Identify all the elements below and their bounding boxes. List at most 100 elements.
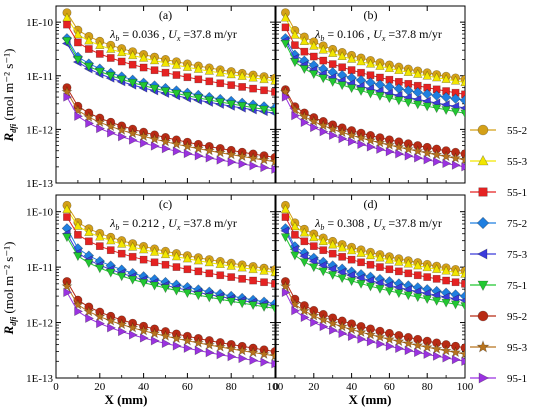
data-point-75-2 [459, 290, 465, 302]
data-point-95-1 [96, 123, 106, 134]
data-point-95-3 [279, 85, 292, 97]
legend-marker-55-3 [477, 154, 489, 166]
data-point-95-3 [159, 135, 172, 147]
data-point-75-3 [384, 280, 394, 291]
data-point-95-1 [423, 155, 433, 165]
data-point-55-1 [216, 271, 225, 280]
panel-label: (b) [364, 8, 378, 22]
data-point-95-1 [238, 159, 248, 169]
data-point-95-1 [376, 339, 386, 349]
data-point-95-3 [247, 346, 259, 358]
data-point-95-3 [421, 341, 433, 353]
data-point-95-3 [269, 155, 275, 167]
x-tick-label: 20 [94, 381, 106, 393]
data-point-75-3 [374, 278, 384, 288]
y-tick-label: 1E-12 [26, 318, 53, 330]
data-point-75-1 [375, 284, 385, 294]
data-point-95-3 [203, 339, 215, 350]
data-point-95-1 [366, 336, 376, 347]
data-point-95-3 [327, 123, 339, 134]
data-point-55-1 [205, 77, 214, 86]
y-tick-label: 1E-10 [26, 17, 53, 29]
data-point-75-1 [280, 233, 291, 243]
data-point-95-3 [431, 148, 443, 160]
data-point-75-1 [346, 277, 357, 287]
series-layer [279, 8, 465, 172]
data-point-95-1 [216, 349, 226, 360]
data-point-95-1 [227, 157, 237, 167]
data-point-55-1 [309, 52, 318, 61]
data-point-55-3 [149, 246, 160, 256]
data-point-55-1 [106, 54, 115, 62]
data-point-95-3 [247, 152, 259, 164]
data-point-55-3 [248, 72, 258, 82]
data-point-95-3 [137, 130, 150, 142]
data-point-95-1 [183, 343, 193, 353]
data-point-75-1 [299, 65, 310, 75]
y-tick-label: 1E-11 [27, 71, 53, 83]
data-point-75-1 [346, 84, 357, 94]
data-point-75-1 [106, 268, 116, 278]
data-point-95-1 [291, 110, 301, 121]
data-point-95-1 [271, 359, 275, 369]
legend-item-55-2: 55-2 [470, 124, 527, 137]
data-point-95-3 [225, 343, 237, 354]
data-point-55-3 [95, 231, 105, 241]
data-point-55-3 [346, 245, 357, 255]
data-point-95-1 [395, 149, 405, 159]
data-point-55-1 [172, 263, 181, 271]
data-point-95-3 [393, 335, 405, 347]
data-point-95-3 [459, 153, 465, 165]
legend-label: 75-2 [507, 218, 527, 230]
data-point-55-1 [216, 79, 225, 88]
data-point-55-1 [227, 273, 236, 281]
y-axis-label-text: Rdfi (mol m⁻² s⁻¹) [1, 242, 18, 336]
data-point-55-1 [394, 267, 403, 276]
data-point-55-3 [204, 65, 214, 75]
data-point-95-3 [61, 85, 73, 97]
data-point-95-3 [105, 120, 117, 132]
data-point-55-1 [84, 45, 93, 53]
data-point-55-1 [172, 71, 181, 79]
data-point-55-3 [413, 260, 423, 270]
panel-parameters: λb = 0.106 , Ux =37.8 m/yr [314, 27, 442, 43]
data-point-95-3 [214, 341, 226, 352]
data-point-55-1 [117, 57, 126, 66]
x-tick-label: 0 [53, 381, 59, 393]
data-point-95-1 [366, 142, 376, 152]
data-point-95-1 [442, 353, 452, 363]
data-point-55-1 [106, 246, 115, 255]
data-point-75-1 [365, 282, 376, 292]
data-point-75-1 [237, 299, 247, 309]
data-point-95-1 [172, 341, 182, 351]
data-point-55-1 [291, 230, 299, 239]
data-point-55-3 [328, 239, 338, 249]
data-point-95-1 [300, 117, 310, 128]
data-point-95-3 [402, 337, 414, 349]
legend-item-55-1: 55-1 [470, 187, 527, 199]
data-point-75-1 [62, 37, 72, 46]
data-point-55-1 [300, 47, 309, 56]
data-point-55-1 [128, 252, 137, 261]
data-point-55-1 [63, 20, 71, 29]
data-point-55-3 [84, 35, 94, 45]
data-point-75-1 [431, 297, 442, 307]
data-point-95-3 [459, 348, 465, 359]
data-point-75-1 [171, 286, 182, 296]
data-point-95-1 [227, 351, 237, 362]
data-point-95-1 [423, 349, 433, 360]
data-point-55-3 [422, 262, 432, 272]
data-point-95-3 [181, 140, 194, 152]
data-point-95-1 [376, 144, 386, 155]
data-point-95-3 [72, 104, 84, 116]
data-point-95-3 [298, 110, 310, 122]
data-point-75-3 [327, 264, 337, 274]
data-point-75-1 [337, 274, 347, 284]
panel-c: 1E-13 1E-12 1E-11 1E-10 0 20 40 60 80 100 (c) λb = … [26, 194, 284, 393]
series-layer [61, 200, 275, 369]
data-point-95-1 [461, 356, 465, 367]
x-tick-label: 80 [422, 381, 434, 393]
data-point-75-1 [318, 74, 328, 84]
data-point-55-1 [74, 230, 82, 239]
